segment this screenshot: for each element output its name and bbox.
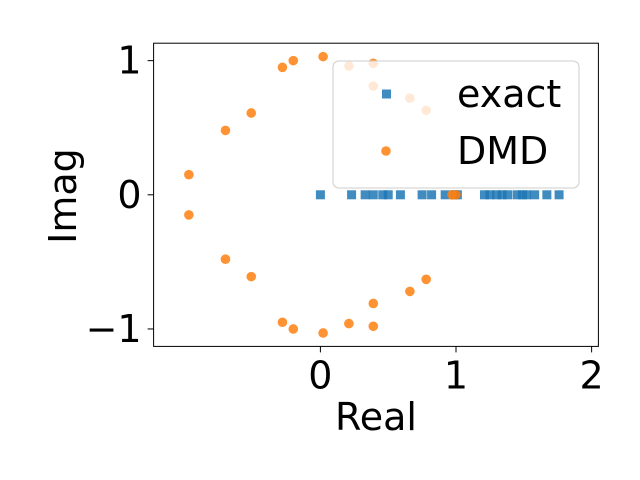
x-tick-label: 0 xyxy=(308,353,332,397)
exact-point xyxy=(383,190,393,200)
exact-point xyxy=(315,190,325,200)
y-tick-label: 1 xyxy=(117,39,141,83)
y-axis-ticks: −1 0 1 xyxy=(86,39,154,351)
dmd-point xyxy=(368,298,379,309)
dmd-point xyxy=(277,317,288,328)
legend-label-dmd: DMD xyxy=(457,129,548,173)
dmd-point xyxy=(405,286,415,297)
exact-point xyxy=(503,190,513,200)
legend-marker-exact xyxy=(382,89,391,99)
exact-point xyxy=(417,190,427,200)
dmd-point xyxy=(451,190,461,200)
exact-point xyxy=(530,190,540,200)
exact-point xyxy=(347,190,357,200)
dmd-point xyxy=(288,55,299,66)
x-tick-label: 2 xyxy=(580,353,604,397)
dmd-point xyxy=(220,254,231,264)
x-axis-label: Real xyxy=(335,395,417,439)
exact-point xyxy=(554,190,564,200)
dmd-point xyxy=(288,324,299,334)
dmd-point xyxy=(184,169,194,180)
dmd-point xyxy=(344,318,354,329)
dmd-point xyxy=(318,328,328,338)
y-tick-label: −1 xyxy=(86,307,142,351)
dmd-point xyxy=(318,51,328,62)
legend-marker-dmd xyxy=(381,146,391,156)
exact-point xyxy=(512,190,522,200)
exact-point xyxy=(479,190,489,200)
exact-point xyxy=(360,190,370,200)
dmd-point xyxy=(220,125,231,136)
dmd-point xyxy=(277,62,288,73)
x-axis-ticks: 0 1 2 xyxy=(308,346,604,397)
exact-point xyxy=(368,190,378,200)
exact-point xyxy=(492,190,502,200)
legend-label-exact: exact xyxy=(457,72,561,116)
dmd-point xyxy=(421,274,431,285)
exact-point xyxy=(395,190,405,200)
dmd-point xyxy=(246,271,257,282)
exact-point xyxy=(427,190,437,200)
exact-point xyxy=(440,190,450,200)
exact-point xyxy=(485,190,495,200)
exact-point xyxy=(378,190,388,200)
y-tick-label: 0 xyxy=(117,173,141,217)
x-tick-label: 1 xyxy=(444,353,468,397)
exact-point xyxy=(522,190,532,200)
legend-frame xyxy=(332,60,580,189)
legend: exact DMD xyxy=(332,60,580,189)
exact-point xyxy=(542,190,552,200)
dmd-point xyxy=(368,321,379,332)
dmd-point xyxy=(246,108,257,118)
y-axis-label: Imag xyxy=(41,148,85,244)
exact-point xyxy=(497,190,507,200)
dmd-point xyxy=(184,210,194,220)
